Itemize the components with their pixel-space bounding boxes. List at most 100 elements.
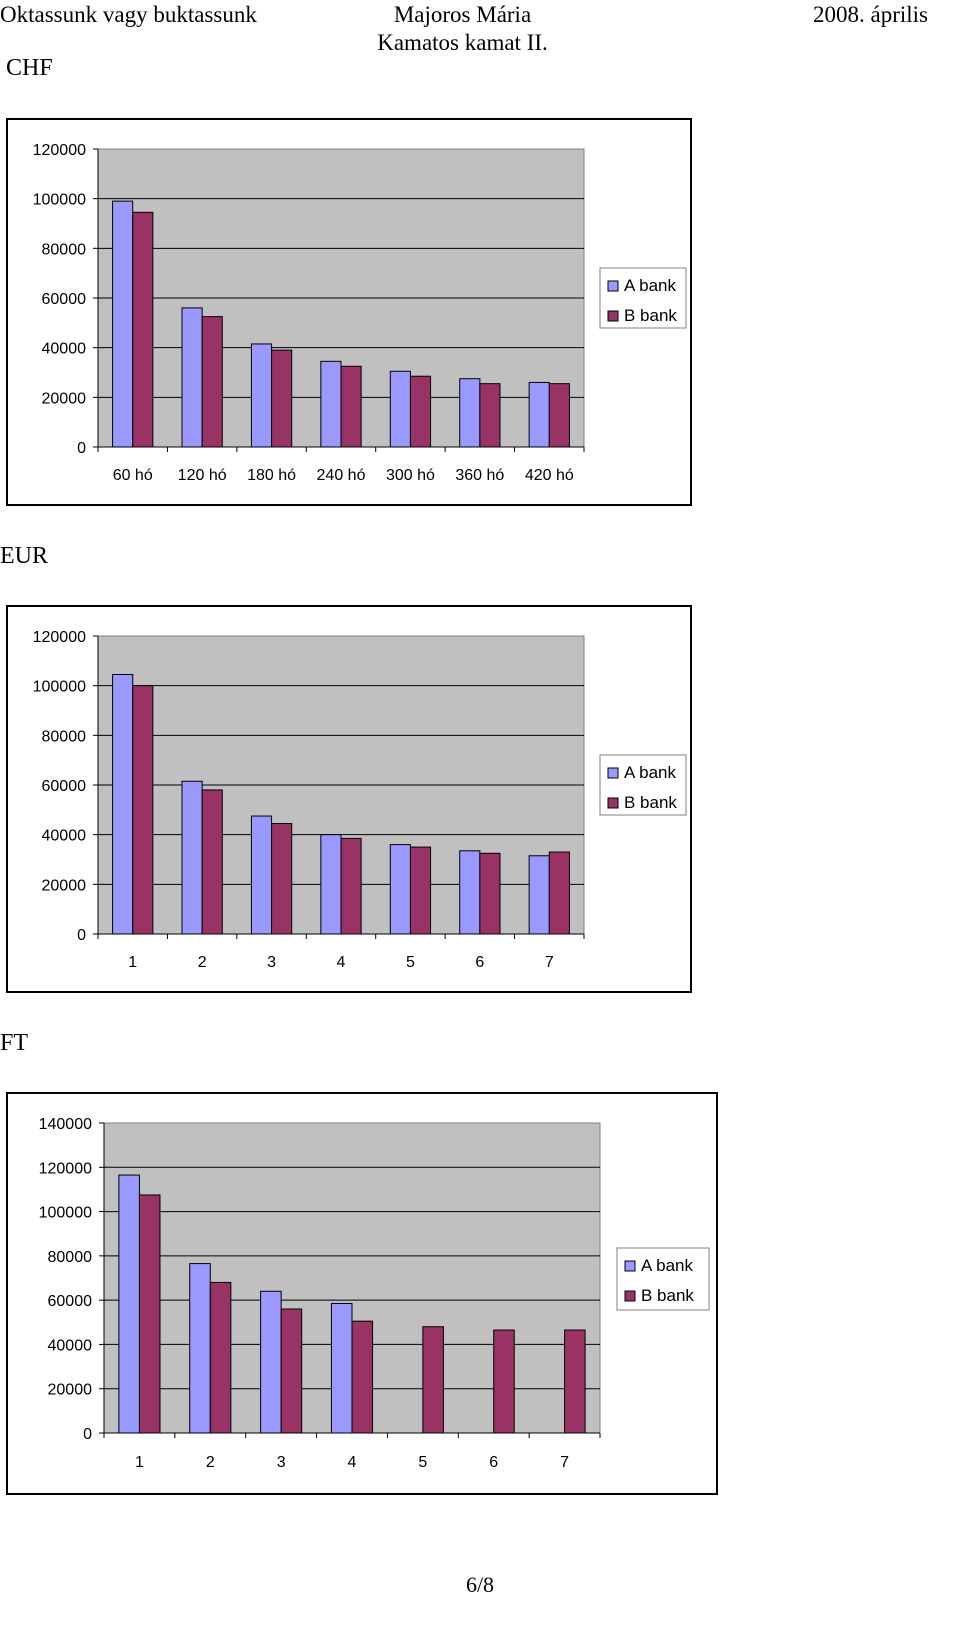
y-tick-label: 40000 [42,828,87,845]
x-tick-label: 1 [135,1454,144,1471]
x-tick-label: 3 [267,954,276,971]
bar-b [340,365,362,448]
y-tick-label: 0 [77,927,86,944]
chart-eur: 120000 100000 80000 60000 40000 20000 0 1 2 3 4 5 6 7… [6,605,692,993]
bar-a [189,1263,211,1434]
chart-ft-svg: 140000 120000 100000 80000 60000 40000 20000 0 1… [39,1116,710,1471]
bar-a [118,1174,140,1434]
legend-swatch [607,310,619,322]
y-tick-label: 140000 [39,1116,92,1133]
bar-a [320,360,342,448]
bar-b [271,822,293,935]
chart-ft: 140000 120000 100000 80000 60000 40000 20000 0 1… [6,1092,718,1495]
x-tick-label: 120 hó [178,467,227,484]
bar-a [112,673,134,935]
x-tick-label: 360 hó [455,467,504,484]
bar-a [250,815,273,935]
y-tick-label: 80000 [48,1249,93,1266]
bar-b [132,685,154,935]
bar-a [330,1302,353,1434]
legend-swatch [607,280,619,292]
bar-a [320,834,342,935]
legend-label: A bank [624,763,676,782]
bar-b [479,383,501,448]
bar-b [422,1326,444,1434]
bar-a [181,780,203,935]
bar-b [280,1308,303,1434]
page-number: 6/8 [465,1572,495,1597]
section-label-ft: FT [0,1030,29,1056]
x-tick-label: 5 [406,954,415,971]
y-tick-label: 120000 [33,142,86,159]
x-tick-label: 240 hó [317,467,366,484]
y-tick-label: 60000 [42,778,87,795]
legend-swatch [624,1260,636,1272]
bar-b [493,1329,515,1434]
x-tick-label: 4 [348,1454,357,1471]
y-tick-label: 80000 [42,241,87,258]
bar-b [409,375,432,448]
bar-b [479,852,501,935]
x-tick-label: 420 hó [525,467,574,484]
bar-a [250,343,273,448]
legend-swatch [607,767,619,779]
legend-label: B bank [624,306,677,325]
bar-b [209,1281,232,1434]
bar-b [351,1320,374,1434]
bar-a [389,370,411,448]
x-tick-label: 180 hó [247,467,296,484]
x-tick-label: 300 hó [386,467,435,484]
legend-label: A bank [624,276,676,295]
y-tick-label: 100000 [33,192,86,209]
y-tick-label: 60000 [42,291,87,308]
x-tick-label: 60 hó [113,467,153,484]
chart-eur-svg: 120000 100000 80000 60000 40000 20000 0 1 2 3 4 5 6 7… [33,629,687,971]
doc-header-left: Oktassunk vagy buktassunk [0,2,257,27]
bar-b [548,851,570,935]
bar-b [564,1329,586,1434]
x-tick-label: 2 [206,1454,215,1471]
y-tick-label: 120000 [33,629,86,646]
y-tick-label: 40000 [42,341,87,358]
x-tick-label: 4 [337,954,346,971]
bar-b [201,789,223,935]
section-label-chf: CHF [6,55,53,81]
x-tick-label: 2 [198,954,207,971]
bar-a [528,855,550,935]
y-tick-label: 100000 [39,1205,92,1222]
bar-a [528,381,550,448]
x-tick-label: 7 [545,954,554,971]
doc-header-date: 2008. április [813,2,928,27]
x-tick-label: 6 [475,954,484,971]
bar-b [271,349,293,448]
legend-label: A bank [641,1256,693,1275]
bar-b [201,316,223,448]
chart-chf-svg: 120000 100000 80000 60000 40000 20000 0 60 hó 12… [33,142,687,484]
x-tick-label: 3 [277,1454,286,1471]
bar-a [459,850,481,935]
y-tick-label: 0 [77,440,86,457]
section-label-eur: EUR [0,543,48,569]
x-tick-label: 6 [489,1454,498,1471]
doc-header-subtitle: Kamatos kamat II. [377,30,548,55]
y-tick-label: 20000 [42,390,87,407]
y-tick-label: 60000 [48,1293,93,1310]
legend-label: B bank [624,793,677,812]
bar-a [181,307,203,448]
x-tick-label: 7 [560,1454,569,1471]
y-tick-label: 120000 [39,1160,92,1177]
legend-label: B bank [641,1286,694,1305]
bar-a [260,1290,282,1434]
bar-a [389,844,411,935]
legend-swatch [624,1290,636,1302]
y-tick-label: 20000 [42,877,87,894]
x-tick-label: 5 [418,1454,427,1471]
legend-swatch [607,797,619,809]
x-tick-label: 1 [128,954,137,971]
doc-header-author: Majoros Mária [393,2,532,27]
bar-a [459,378,481,448]
bar-b [340,837,362,935]
bar-b [548,383,570,448]
chart-chf: 120000 100000 80000 60000 40000 20000 0 60 hó 12… [6,118,692,506]
y-tick-label: 40000 [48,1337,93,1354]
